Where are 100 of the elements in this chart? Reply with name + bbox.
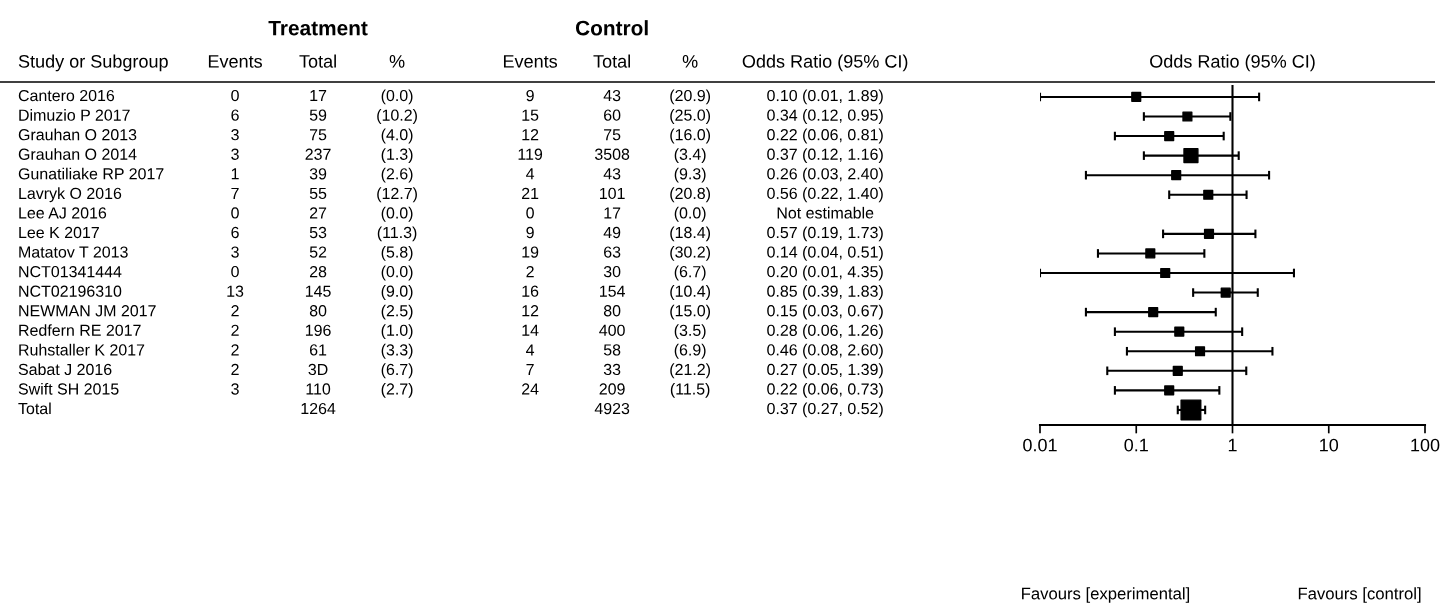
text: 3508 xyxy=(594,148,630,160)
text: 0.37 (0.12, 1.16) xyxy=(767,148,883,164)
category-label: Total xyxy=(18,402,51,415)
text: 12 xyxy=(522,305,539,317)
text: 3D xyxy=(308,363,328,376)
text: Favours [experimental] xyxy=(1022,587,1190,603)
text: (30.2) xyxy=(670,245,711,261)
text: 6 xyxy=(231,226,239,239)
text: 59 xyxy=(309,109,327,121)
text: 237 xyxy=(305,148,331,160)
text: (3.3) xyxy=(381,343,413,359)
x-tick-label: 0.01 xyxy=(1023,438,1057,452)
text: 24 xyxy=(522,383,539,395)
text: 3 xyxy=(231,246,239,258)
text: (9.3) xyxy=(674,167,706,183)
text: 3 xyxy=(231,383,239,395)
text: 0.34 (0.12, 0.95) xyxy=(767,109,883,124)
text: (1.3) xyxy=(381,148,413,164)
category-label: Events xyxy=(503,55,558,68)
text: (2.5) xyxy=(381,304,413,320)
x-tick-label: 10 xyxy=(1320,438,1339,452)
text: 52 xyxy=(309,246,327,258)
x-tick-label: 1 xyxy=(1228,438,1237,452)
category-label: Redfern RE 2017 xyxy=(19,324,141,336)
text: 1264 xyxy=(301,402,336,415)
text: 101 xyxy=(600,187,625,200)
text: 2 xyxy=(231,363,239,375)
text: 2 xyxy=(231,324,239,336)
text: 75 xyxy=(604,129,621,141)
text: 63 xyxy=(604,246,621,258)
category-label: Sabat J 2016 xyxy=(18,363,112,376)
text: 15 xyxy=(522,109,539,121)
text: 7 xyxy=(526,363,534,375)
text: (25.0) xyxy=(670,109,711,124)
text: 0.57 (0.19, 1.73) xyxy=(767,226,883,242)
text: 28 xyxy=(309,265,327,278)
text: 17 xyxy=(310,90,327,102)
text: 80 xyxy=(603,305,621,317)
text: 0 xyxy=(231,89,239,102)
text: (16.0) xyxy=(670,128,711,144)
text: 9 xyxy=(526,89,534,102)
category-label: % xyxy=(389,55,405,68)
category-label: Dimuzio P 2017 xyxy=(19,109,130,121)
category-label: Total xyxy=(593,54,630,68)
text: (6.9) xyxy=(674,343,706,359)
text: 80 xyxy=(309,305,327,317)
text: 119 xyxy=(518,148,543,160)
text: (2.6) xyxy=(381,167,413,183)
text: 0.56 (0.22, 1.40) xyxy=(767,187,883,203)
text: (5.8) xyxy=(381,245,413,261)
text: (10.2) xyxy=(377,109,417,124)
text: (9.0) xyxy=(381,285,413,300)
text: 0.10 (0.01, 1.89) xyxy=(767,89,883,105)
text: 43 xyxy=(603,89,621,102)
category-label: Matatov T 2013 xyxy=(19,246,128,258)
text: 7 xyxy=(231,187,239,199)
category-label: Swift SH 2015 xyxy=(18,382,119,395)
category-label: NEWMAN JM 2017 xyxy=(19,305,156,317)
category-label: Lee K 2017 xyxy=(19,226,99,239)
text: 13 xyxy=(227,285,244,297)
category-label: Ruhstaller K 2017 xyxy=(19,343,145,356)
category-label: Total xyxy=(299,54,336,68)
text: 0.26 (0.03, 2.40) xyxy=(767,167,883,183)
text: 3 xyxy=(231,129,239,141)
category-label: Grauhan O 2013 xyxy=(18,128,137,141)
text: 0.15 (0.03, 0.67) xyxy=(767,304,883,320)
text: 55 xyxy=(309,187,327,200)
text: 6 xyxy=(231,109,239,121)
text: 0.22 (0.06, 0.81) xyxy=(767,128,883,144)
text: 110 xyxy=(306,383,331,395)
text: 27 xyxy=(309,207,327,219)
text: 60 xyxy=(604,109,621,121)
text: (6.7) xyxy=(674,265,706,281)
text: (3.4) xyxy=(674,148,706,164)
text: Not estimable xyxy=(777,206,874,219)
text: 0.46 (0.08, 2.60) xyxy=(767,343,883,359)
category-label: NCT02196310 xyxy=(19,285,122,297)
text: (11.3) xyxy=(377,226,417,242)
text: 75 xyxy=(310,129,327,141)
text: 53 xyxy=(309,226,327,239)
x-tick-label: 0.1 xyxy=(1124,438,1148,452)
text: 145 xyxy=(305,285,331,297)
text: 154 xyxy=(600,285,625,297)
category-label: Lavryk O 2016 xyxy=(19,187,122,203)
text: (0.0) xyxy=(381,265,413,281)
text: 30 xyxy=(603,265,621,278)
text: 0 xyxy=(526,207,534,219)
text: 0 xyxy=(231,207,239,219)
category-label: % xyxy=(682,55,698,68)
text: 21 xyxy=(522,187,539,199)
text: 9 xyxy=(526,226,534,239)
text: (2.7) xyxy=(381,382,413,398)
category-label: Cantero 2016 xyxy=(18,89,115,102)
text: 19 xyxy=(522,246,539,258)
text: Study or Subgroup xyxy=(18,54,168,72)
text: 12 xyxy=(522,129,539,141)
text: 0 xyxy=(231,265,239,278)
text: 400 xyxy=(599,324,625,336)
text: 49 xyxy=(603,226,621,239)
text: 14 xyxy=(522,324,539,336)
